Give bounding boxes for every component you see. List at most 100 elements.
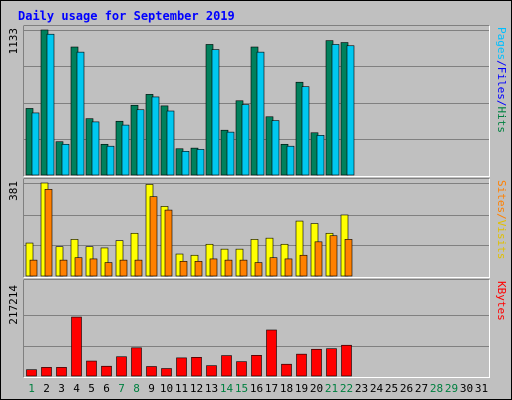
x-tick-label: 4 xyxy=(73,382,80,395)
kbytes-bar xyxy=(86,360,97,377)
x-tick-label: 6 xyxy=(103,382,110,395)
chart-title: Daily usage for September 2019 xyxy=(18,9,235,23)
x-tick-label: 17 xyxy=(265,382,278,395)
x-tick-label: 16 xyxy=(250,382,263,395)
x-tick-label: 22 xyxy=(340,382,353,395)
kbytes-bar xyxy=(206,365,217,377)
sites-bar xyxy=(224,259,233,277)
pages-bar xyxy=(301,86,310,176)
pages-bar xyxy=(106,145,115,176)
visits-bar xyxy=(295,220,304,277)
kbytes-bar xyxy=(311,348,322,377)
legend-entry: Visits xyxy=(495,220,508,260)
series-legend-label: Pages/Files/Hits xyxy=(495,27,508,133)
pages-bar xyxy=(271,120,280,176)
x-tick-label: 27 xyxy=(415,382,428,395)
kbytes-bar xyxy=(56,367,67,377)
sites-bar xyxy=(254,262,263,277)
x-tick-label: 19 xyxy=(295,382,308,395)
kbytes-bar xyxy=(236,361,247,377)
kbytes-bar xyxy=(221,355,232,377)
sites-bar xyxy=(164,209,173,277)
legend-entry: Pages xyxy=(495,27,508,60)
pages-bar xyxy=(241,104,250,176)
visits-bar xyxy=(250,239,259,277)
sites-bar xyxy=(344,239,353,277)
x-tick-label: 1 xyxy=(28,382,35,395)
x-tick-label: 10 xyxy=(160,382,173,395)
sites-bar xyxy=(179,261,188,277)
sites-bar xyxy=(239,259,248,277)
x-tick-label: 15 xyxy=(235,382,248,395)
pages-bar xyxy=(91,121,100,176)
pages-bar xyxy=(76,51,85,176)
x-tick-label: 11 xyxy=(175,382,188,395)
x-tick-label: 12 xyxy=(190,382,203,395)
legend-entry: / xyxy=(495,100,508,107)
sites-bar xyxy=(194,261,203,277)
sites-bar xyxy=(44,189,53,277)
visits-bar xyxy=(100,247,109,277)
legend-entry: Sites xyxy=(495,180,508,213)
kbytes-bar xyxy=(326,348,337,377)
x-tick-label: 13 xyxy=(205,382,218,395)
pages-bar xyxy=(31,112,40,176)
kbytes-bar xyxy=(71,316,82,377)
pages-bar xyxy=(46,33,55,176)
visits-bar xyxy=(115,240,124,277)
x-tick-label: 7 xyxy=(118,382,125,395)
sites-bar xyxy=(29,259,38,277)
pages-bar xyxy=(61,143,70,176)
pages-bar xyxy=(136,109,145,176)
x-tick-label: 24 xyxy=(370,382,384,395)
pages-bar xyxy=(181,151,190,176)
kbytes-bar xyxy=(176,357,187,377)
sites-bar xyxy=(209,258,218,277)
legend-entry: / xyxy=(495,213,508,220)
visits-bar xyxy=(265,237,274,277)
kbytes-bar xyxy=(281,363,292,377)
pages-bar xyxy=(316,135,325,176)
sites-bar xyxy=(89,258,98,277)
sites-bar xyxy=(104,262,113,277)
x-tick-label: 21 xyxy=(325,382,338,395)
sites-bar xyxy=(329,235,338,277)
legend-entry: KBytes xyxy=(495,281,508,321)
y-max-label: 217214 xyxy=(7,285,20,325)
x-tick-label: 29 xyxy=(445,382,458,395)
pages-bar xyxy=(331,44,340,176)
sites-bar xyxy=(134,259,143,277)
sites-bar xyxy=(284,258,293,277)
sites-bar xyxy=(119,259,128,277)
pages-bar xyxy=(256,51,265,176)
x-tick-label: 5 xyxy=(88,382,95,395)
kbytes-bar xyxy=(161,368,172,377)
sites-bar xyxy=(299,254,308,277)
sites-bar xyxy=(59,259,68,277)
kbytes-bar xyxy=(116,356,127,377)
pages-bar xyxy=(151,96,160,176)
x-tick-label: 28 xyxy=(430,382,443,395)
x-tick-label: 2 xyxy=(43,382,50,395)
x-tick-label: 3 xyxy=(58,382,65,395)
pages-bar xyxy=(196,149,205,176)
y-max-label: 1133 xyxy=(7,28,20,55)
x-tick-label: 9 xyxy=(148,382,155,395)
x-tick-label: 14 xyxy=(220,382,234,395)
x-tick-labels: 1 2 3 4 5 6 7 8 9 10 11 12 13 14 15 16 17 18 19 20 21 22 23 24 2… xyxy=(28,382,488,395)
sites-bar xyxy=(269,257,278,277)
sites-bar xyxy=(314,241,323,277)
x-tick-label: 30 xyxy=(460,382,473,395)
kbytes-bar xyxy=(266,329,277,377)
kbytes-bar xyxy=(191,357,202,377)
pages-bar xyxy=(121,124,130,176)
x-tick-label: 20 xyxy=(310,382,323,395)
x-tick-label: 26 xyxy=(400,382,413,395)
kbytes-bar xyxy=(341,344,352,377)
legend-entry: Hits xyxy=(495,107,508,134)
kbytes-bar xyxy=(41,367,52,377)
x-tick-label: 31 xyxy=(475,382,488,395)
kbytes-bar xyxy=(131,347,142,377)
